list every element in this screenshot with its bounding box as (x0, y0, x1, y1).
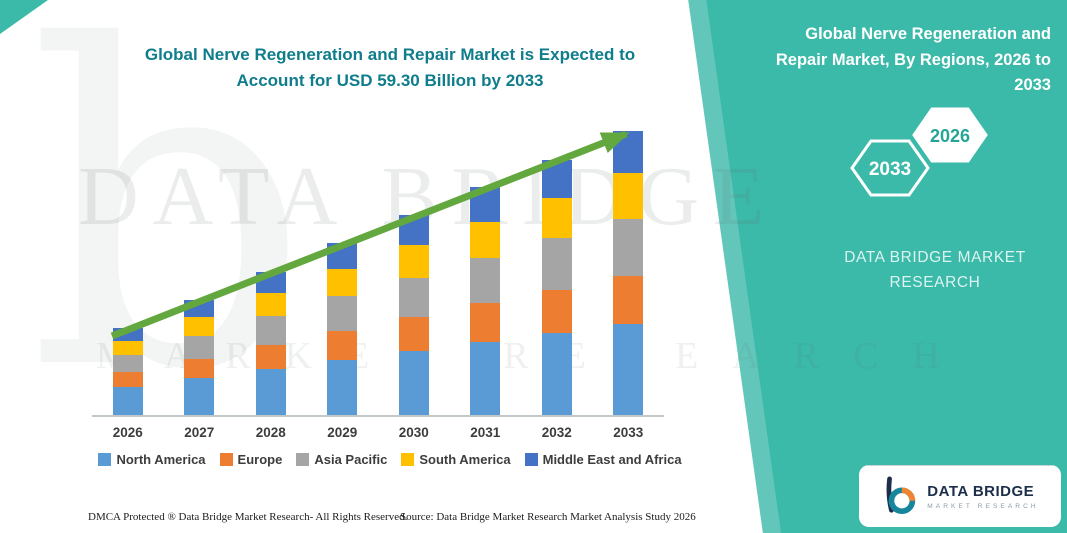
x-axis-label: 2030 (398, 425, 429, 440)
legend-item: North America (98, 452, 206, 467)
x-axis-labels: 2026 2027 2028 2029 2030 2031 2032 2033 (92, 425, 664, 440)
legend-item: Asia Pacific (296, 452, 387, 467)
bar-segment (184, 317, 215, 336)
legend-label: South America (419, 452, 511, 467)
bar-2032 (541, 159, 572, 415)
bar-2030 (398, 215, 429, 415)
legend-label: Europe (237, 452, 283, 467)
bar-segment (327, 330, 358, 360)
side-panel-brand-line1: DATA BRIDGE MARKET (844, 249, 1026, 266)
legend-swatch (219, 453, 233, 466)
legend-label: North America (116, 452, 206, 467)
bar-segment (398, 351, 429, 415)
bar-segment (112, 341, 143, 356)
bar-segment (541, 197, 572, 239)
x-axis-label: 2029 (327, 425, 358, 440)
legend-swatch (296, 453, 310, 466)
bar-segment (255, 292, 286, 316)
legend-swatch (401, 453, 415, 466)
data-bridge-logo: DATA BRIDGE MARKET RESEARCH (859, 465, 1061, 527)
x-axis-label: 2032 (541, 425, 572, 440)
bar-segment (470, 303, 501, 343)
logo-subtitle: MARKET RESEARCH (927, 502, 1039, 510)
legend: North America Europe Asia Pacific South Ame… (55, 452, 725, 467)
side-panel-brand-line2: RESEARCH (889, 273, 981, 291)
bar-segment (112, 355, 143, 373)
bar-segment (184, 378, 215, 415)
hexagon-2026 (912, 107, 988, 163)
footer-source-text: Source: Data Bridge Market Research Mark… (400, 511, 696, 523)
x-axis-label: 2027 (184, 425, 215, 440)
chart-title: Global Nerve Regeneration and Repair Mar… (60, 42, 720, 93)
bar-segment (184, 335, 215, 359)
chart-title-line1: Global Nerve Regeneration and Repair Mar… (144, 45, 636, 64)
legend-swatch (524, 453, 538, 466)
bar-2026 (112, 328, 143, 415)
x-axis-label: 2031 (470, 425, 501, 440)
chart-title-line2: Account for USD 59.30 Billion by 2033 (236, 70, 544, 90)
legend-item: Middle East and Africa (524, 452, 682, 467)
bar-segment (613, 173, 644, 219)
bar-segment (255, 369, 286, 415)
logo-divider-line (867, 465, 1053, 466)
hexagon-2033-label: 2033 (869, 159, 911, 180)
bar-segment (255, 344, 286, 369)
hexagon-year-badges: 2033 2026 (850, 107, 988, 197)
side-panel-title: Global Nerve Regeneration and Repair Mar… (775, 25, 1051, 95)
bar-segment (470, 221, 501, 258)
bar-segment (541, 238, 572, 290)
side-panel-brand: DATA BRIDGE MARKET RESEARCH (800, 246, 1067, 296)
bar-segment (470, 257, 501, 304)
bar-segment (613, 324, 644, 415)
x-axis-label: 2028 (255, 425, 286, 440)
hexagon-2026-label: 2026 (930, 126, 970, 146)
legend-label: Asia Pacific (314, 452, 388, 467)
bar-segment (541, 333, 572, 415)
data-bridge-logo-icon (886, 476, 916, 515)
footer-dmca-text: DMCA Protected ® Data Bridge Market Rese… (88, 511, 408, 523)
bar-segment (112, 372, 143, 388)
x-axis-label: 2033 (613, 425, 644, 440)
bar-segment (327, 268, 358, 297)
bar-segment (613, 218, 644, 276)
legend-item: Europe (219, 452, 283, 467)
corner-triangle-decoration (0, 0, 48, 34)
bar-segment (327, 359, 358, 415)
logo-title: DATA BRIDGE (927, 482, 1035, 500)
hexagon-2033 (850, 139, 930, 197)
bar-2031 (470, 187, 501, 415)
bar-segment (398, 245, 429, 278)
plot-wrap: 2026 2027 2028 2029 2030 2031 2032 2033 (92, 118, 664, 440)
bar-segment (470, 342, 501, 415)
legend-swatch (98, 453, 112, 466)
bar-segment (613, 275, 644, 324)
trend-arrow (110, 130, 630, 340)
bar-segment (255, 315, 286, 345)
bar-segment (112, 387, 143, 415)
bar-segment (327, 296, 358, 331)
bar-segment (398, 277, 429, 318)
bar-segment (184, 358, 215, 379)
logo-text-block: DATA BRIDGE MARKET RESEARCH (927, 483, 1038, 510)
legend-item: South America (401, 452, 511, 467)
legend-label: Middle East and Africa (542, 452, 682, 467)
bar-segment (398, 317, 429, 352)
x-axis-label: 2026 (112, 425, 143, 440)
bar-segment (541, 289, 572, 334)
